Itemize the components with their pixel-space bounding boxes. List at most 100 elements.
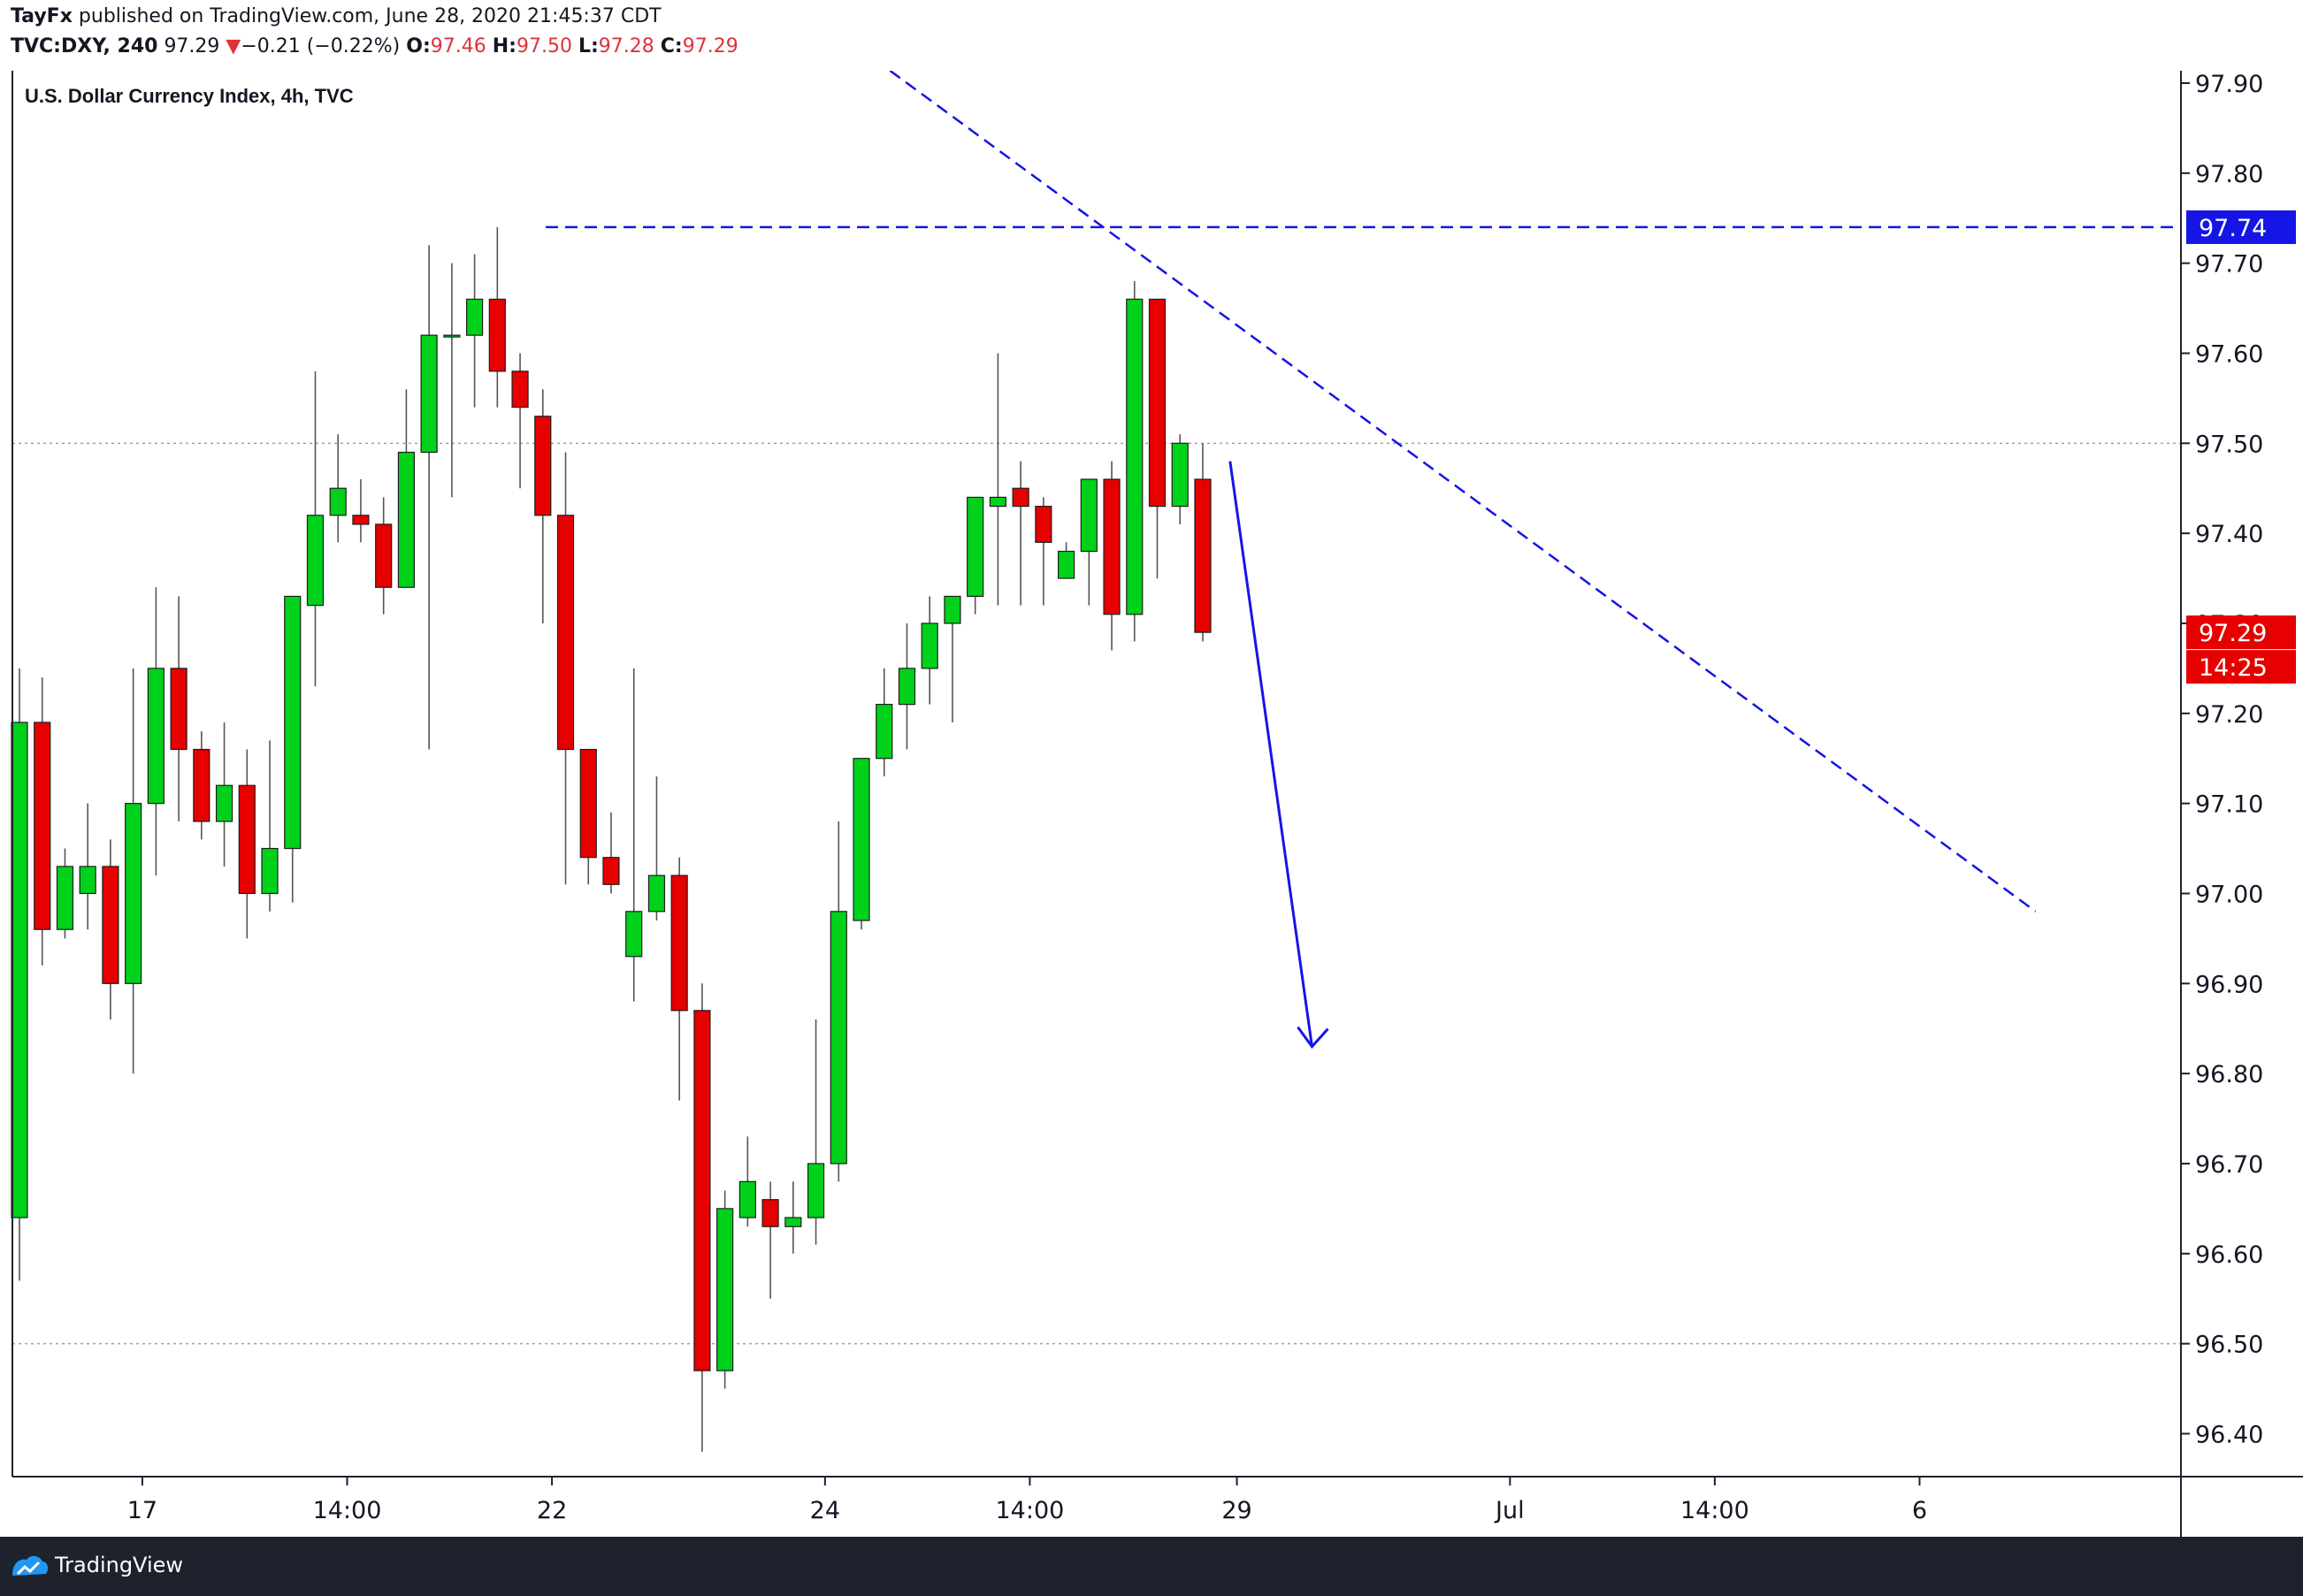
candle-body-47 — [1080, 478, 1098, 553]
footer-brand-text[interactable]: TradingView — [55, 1553, 184, 1577]
candle-body-25 — [579, 748, 597, 859]
high-label: H: — [492, 35, 516, 57]
candle-body-7 — [170, 668, 187, 751]
candle-body-11 — [261, 847, 279, 895]
change-text: −0.21 (−0.22%) — [241, 35, 401, 57]
candle-body-30 — [693, 1010, 711, 1371]
price-tags: 97.74 97.29 14:25 — [2186, 210, 2296, 684]
candle-body-42 — [967, 496, 984, 598]
candle-body-41 — [944, 595, 961, 624]
candle-body-29 — [670, 874, 688, 1012]
open-value: 97.46 — [430, 35, 486, 57]
reference-lines — [12, 442, 2181, 1345]
candle-body-24 — [556, 515, 575, 751]
time-tick-label-4: 14:00 — [996, 1497, 1065, 1524]
candles — [11, 226, 1212, 1452]
high-value: 97.50 — [516, 35, 572, 57]
price-tick-label-4: 97.50 — [2195, 431, 2263, 458]
candle-body-1 — [34, 722, 51, 930]
arrow-shaft — [1228, 461, 1313, 1047]
price-tick-label-12: 96.70 — [2195, 1151, 2263, 1179]
trendline — [888, 71, 2037, 913]
candle-body-13 — [306, 515, 325, 607]
drawings — [546, 71, 2181, 1049]
price-tick-label-10: 96.90 — [2195, 971, 2263, 998]
chart-header: TayFx published on TradingView.com, June… — [0, 0, 2303, 73]
candle-body-32 — [738, 1180, 756, 1218]
candle-body-51 — [1171, 442, 1189, 508]
price-tick-label-14: 96.50 — [2195, 1332, 2263, 1359]
candle-body-5 — [125, 803, 142, 984]
published-text: published on TradingView.com, June 28, 2… — [78, 5, 662, 27]
candle-body-46 — [1057, 550, 1075, 579]
price-tick-label-7: 97.20 — [2195, 701, 2263, 729]
price-tick-label-3: 97.60 — [2195, 340, 2263, 368]
candle-body-31 — [716, 1208, 734, 1371]
time-tick-label-0: 17 — [127, 1497, 157, 1524]
candle-body-2 — [56, 866, 74, 930]
candle-body-40 — [921, 622, 938, 669]
candle-body-36 — [830, 911, 847, 1165]
publish-info: TayFx published on TradingView.com, June… — [11, 5, 662, 27]
candle-body-23 — [534, 416, 552, 516]
candle-body-38 — [876, 704, 893, 760]
time-tick-label-5: 29 — [1221, 1497, 1251, 1524]
candle-body-48 — [1103, 478, 1121, 615]
price-tick-label-5: 97.40 — [2195, 521, 2263, 548]
candle-body-17 — [397, 451, 416, 588]
price-tick-label-0: 97.90 — [2195, 71, 2263, 98]
time-axis[interactable]: 17 14:00 22 24 14:00 29 Jul 14:00 6 — [127, 1477, 1927, 1524]
candle-body-33 — [761, 1199, 779, 1227]
price-tick-label-1: 97.80 — [2195, 161, 2263, 188]
candle-body-27 — [625, 911, 643, 958]
candle-body-4 — [102, 866, 119, 984]
candle-body-10 — [238, 784, 256, 895]
symbol-label[interactable]: TVC:DXY, 240 — [11, 35, 158, 57]
symbol-info: TVC:DXY, 240 97.29 ▼−0.21 (−0.22%) O:97.… — [11, 35, 738, 57]
candle-body-18 — [420, 334, 438, 454]
candle-body-43 — [989, 496, 1006, 508]
candle-body-12 — [284, 595, 302, 850]
arrow-head — [1297, 1026, 1329, 1049]
candle-body-8 — [193, 748, 210, 822]
price-tick-label-11: 96.80 — [2195, 1061, 2263, 1088]
countdown-tag-text: 14:25 — [2199, 654, 2268, 682]
candle-body-21 — [488, 298, 506, 372]
price-tick-label-15: 96.40 — [2195, 1421, 2263, 1448]
price-tick-label-8: 97.10 — [2195, 791, 2263, 819]
candle-body-37 — [853, 758, 870, 921]
last-price-text: 97.29 — [164, 35, 220, 57]
candle-body-28 — [647, 874, 666, 913]
last-price-tag-box — [2186, 615, 2296, 650]
candle-body-20 — [465, 298, 484, 336]
close-value: 97.29 — [682, 35, 738, 57]
candle-body-6 — [147, 668, 164, 805]
price-tick-label-13: 96.60 — [2195, 1241, 2263, 1269]
candle-body-39 — [898, 668, 916, 706]
candle-body-26 — [602, 857, 620, 885]
time-tick-label-2: 22 — [537, 1497, 567, 1524]
level-tag-box — [2186, 210, 2296, 244]
time-tick-label-3: 24 — [810, 1497, 840, 1524]
chart-background — [0, 71, 2303, 1537]
candle-body-14 — [329, 487, 347, 516]
candle-body-49 — [1126, 298, 1144, 615]
low-label: L: — [578, 35, 599, 57]
open-label: O: — [406, 35, 431, 57]
candle-body-50 — [1148, 298, 1167, 508]
last-price-tag-text: 97.29 — [2199, 620, 2267, 647]
price-tick-label-9: 97.00 — [2195, 881, 2263, 908]
time-tick-label-6: Jul — [1494, 1497, 1525, 1524]
candle-body-9 — [215, 784, 233, 822]
candle-body-16 — [375, 523, 393, 588]
candle-body-34 — [784, 1217, 802, 1227]
price-chart[interactable]: 97.9097.8097.7097.6097.5097.4097.3097.20… — [0, 71, 2303, 1537]
publisher-name[interactable]: TayFx — [11, 5, 73, 27]
countdown-tag-box — [2186, 650, 2296, 684]
level-tag-text: 97.74 — [2199, 215, 2267, 242]
tradingview-logo-icon[interactable] — [11, 1551, 50, 1581]
candle-body-0 — [11, 722, 28, 1218]
price-tick-label-2: 97.70 — [2195, 251, 2263, 279]
candle-body-19 — [443, 334, 461, 338]
close-label: C: — [660, 35, 683, 57]
